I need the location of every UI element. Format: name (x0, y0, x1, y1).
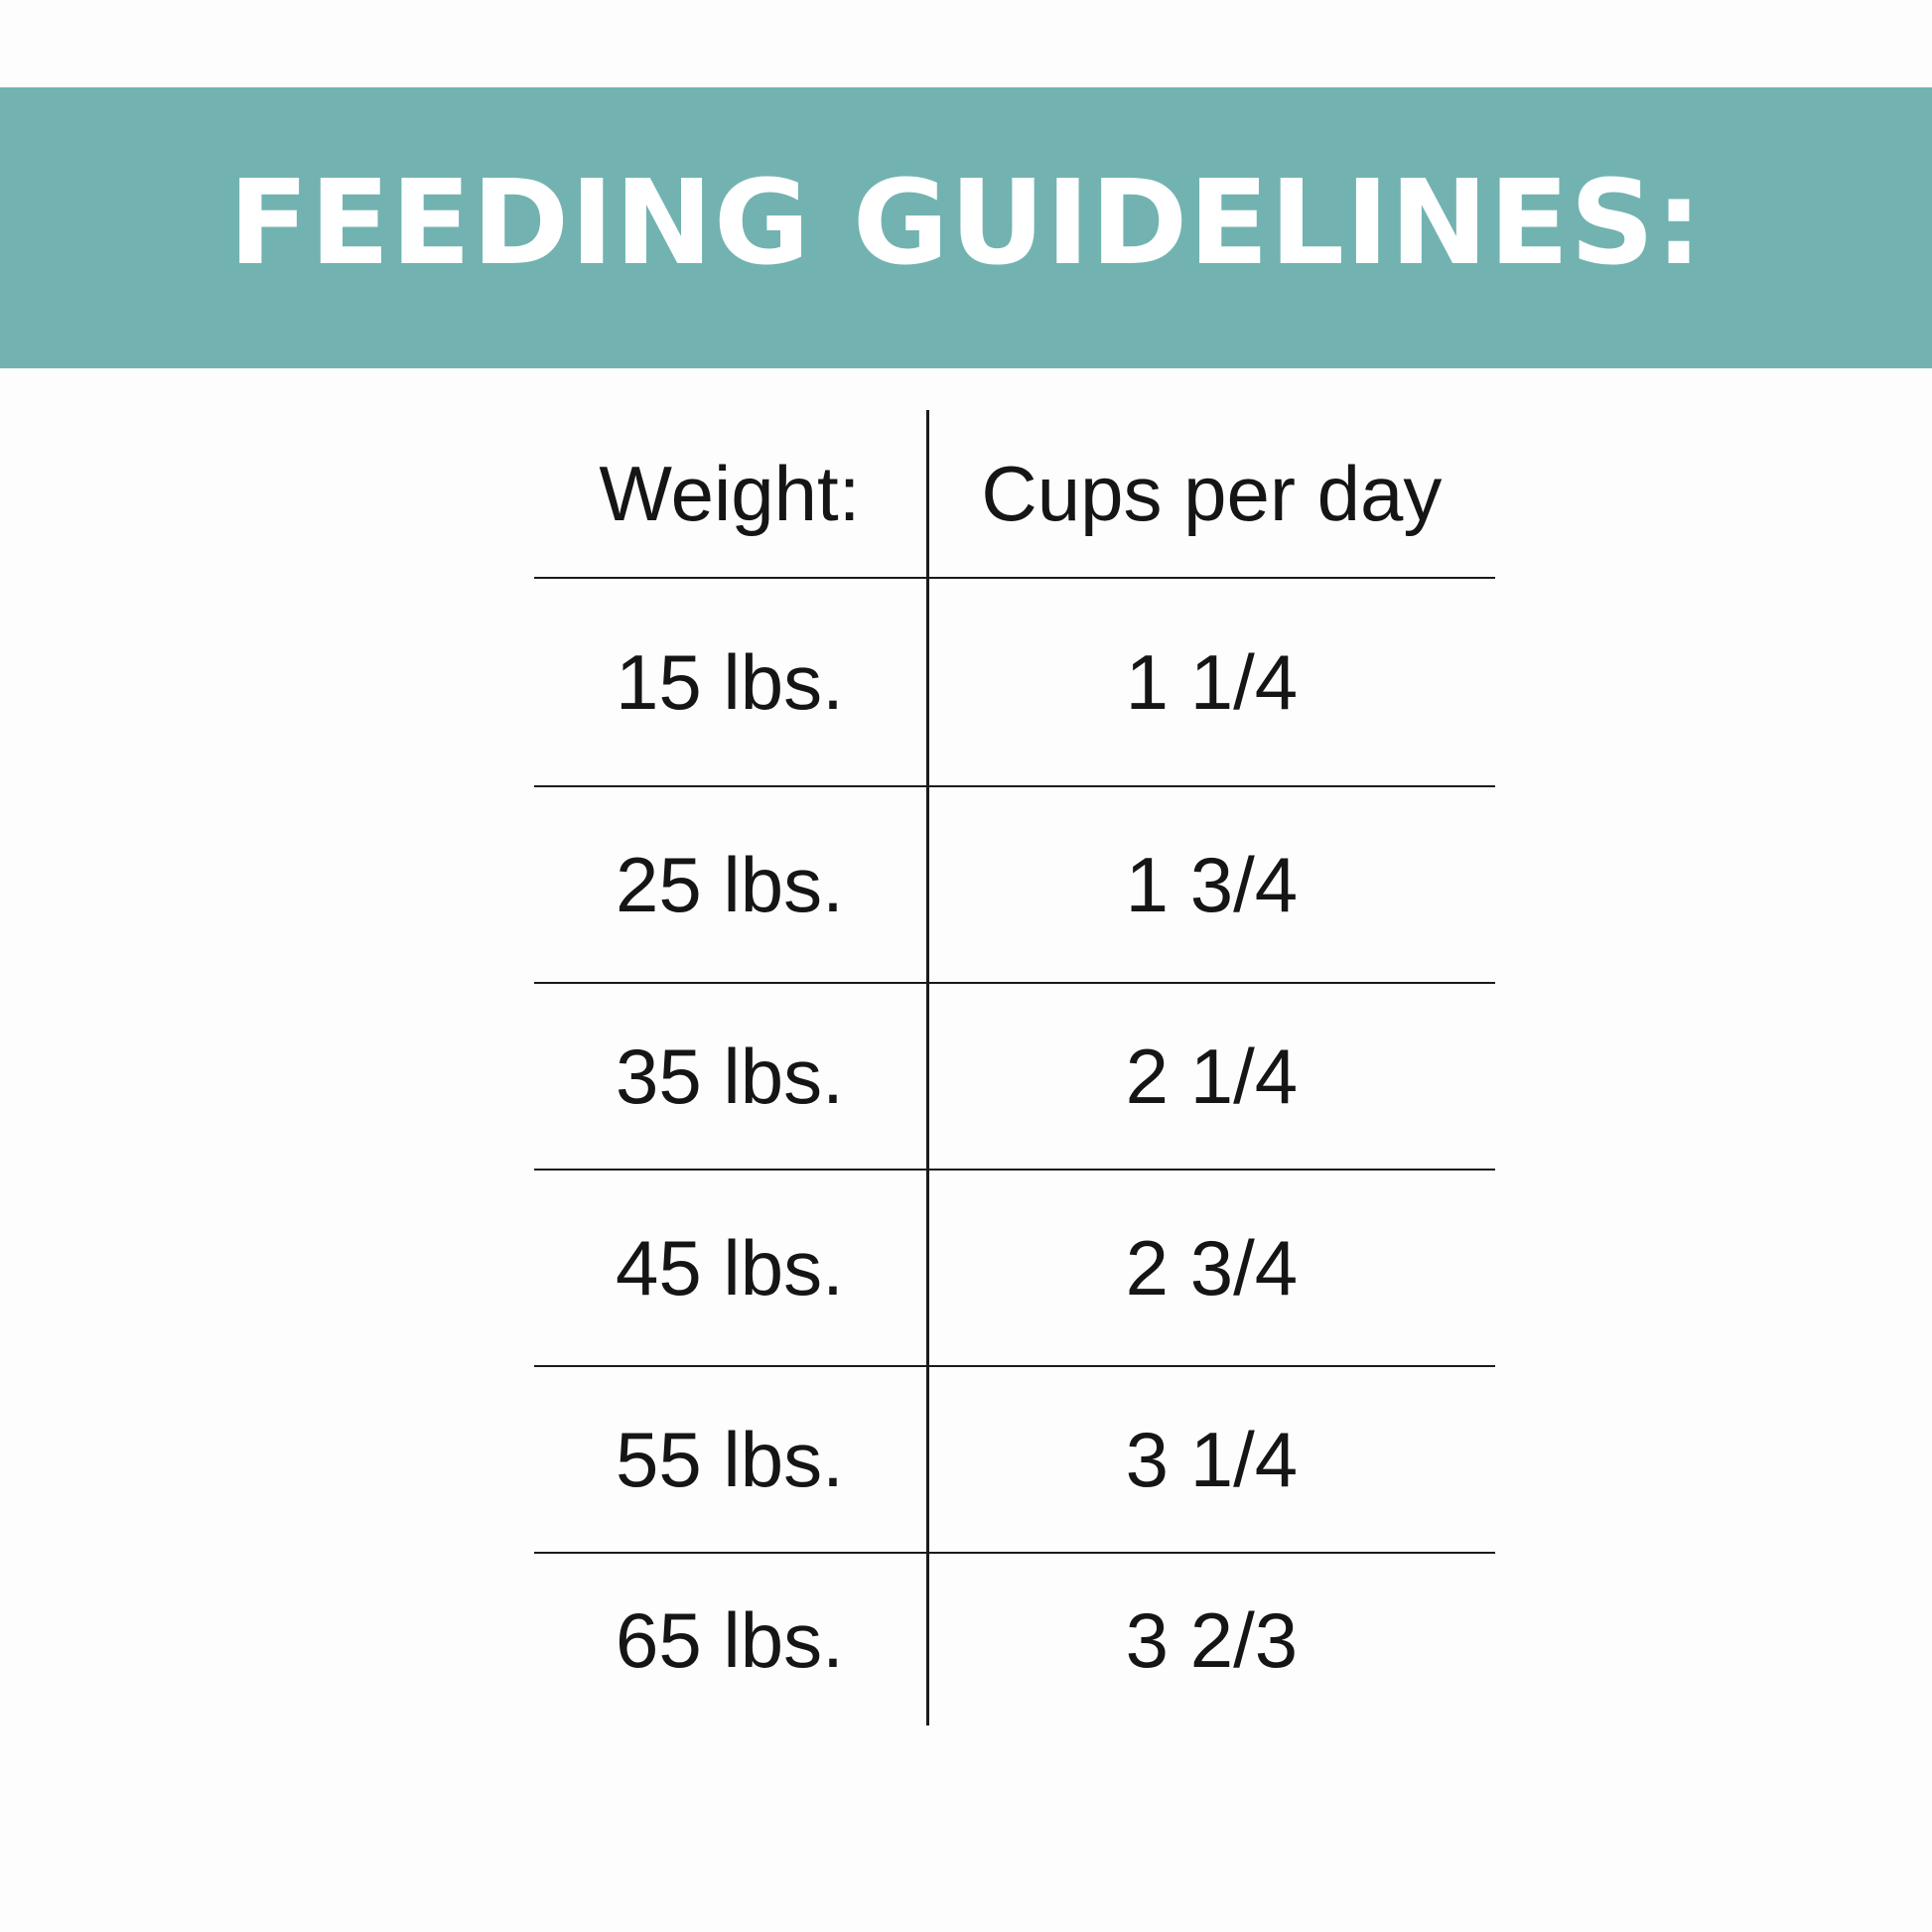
cups-cell: 1 3/4 (1125, 841, 1299, 928)
weight-cell: 25 lbs. (615, 841, 844, 928)
row-divider (534, 785, 1495, 787)
cups-cell: 2 1/4 (1125, 1033, 1299, 1120)
table-header-row: Weight: Cups per day (534, 410, 1495, 577)
row-divider (534, 1552, 1495, 1554)
cups-cell: 3 1/4 (1125, 1416, 1299, 1503)
weight-cell: 35 lbs. (615, 1033, 844, 1120)
table-row: 25 lbs. 1 3/4 (534, 787, 1495, 982)
table-row: 15 lbs. 1 1/4 (534, 579, 1495, 785)
row-divider (534, 1169, 1495, 1171)
table-row: 45 lbs. 2 3/4 (534, 1171, 1495, 1365)
cups-cell: 2 3/4 (1125, 1224, 1299, 1311)
title-banner: FEEDING GUIDELINES: (0, 87, 1932, 368)
table-row: 55 lbs. 3 1/4 (534, 1367, 1495, 1552)
cups-cell: 3 2/3 (1125, 1595, 1299, 1684)
table-row: 35 lbs. 2 1/4 (534, 984, 1495, 1169)
header-weight: Weight: (599, 450, 861, 537)
weight-cell: 45 lbs. (615, 1224, 844, 1311)
row-divider (534, 1365, 1495, 1367)
cups-cell: 1 1/4 (1125, 638, 1299, 726)
row-divider (534, 577, 1495, 579)
weight-cell: 15 lbs. (615, 638, 844, 726)
weight-cell: 55 lbs. (615, 1416, 844, 1503)
row-divider (534, 982, 1495, 984)
page-title: FEEDING GUIDELINES: (228, 153, 1704, 291)
header-cups-per-day: Cups per day (981, 450, 1443, 537)
weight-cell: 65 lbs. (615, 1595, 844, 1684)
column-divider (926, 410, 929, 1725)
table-row: 65 lbs. 3 2/3 (534, 1554, 1495, 1725)
feeding-table: Weight: Cups per day 15 lbs. 1 1/4 25 lb… (534, 410, 1495, 1725)
